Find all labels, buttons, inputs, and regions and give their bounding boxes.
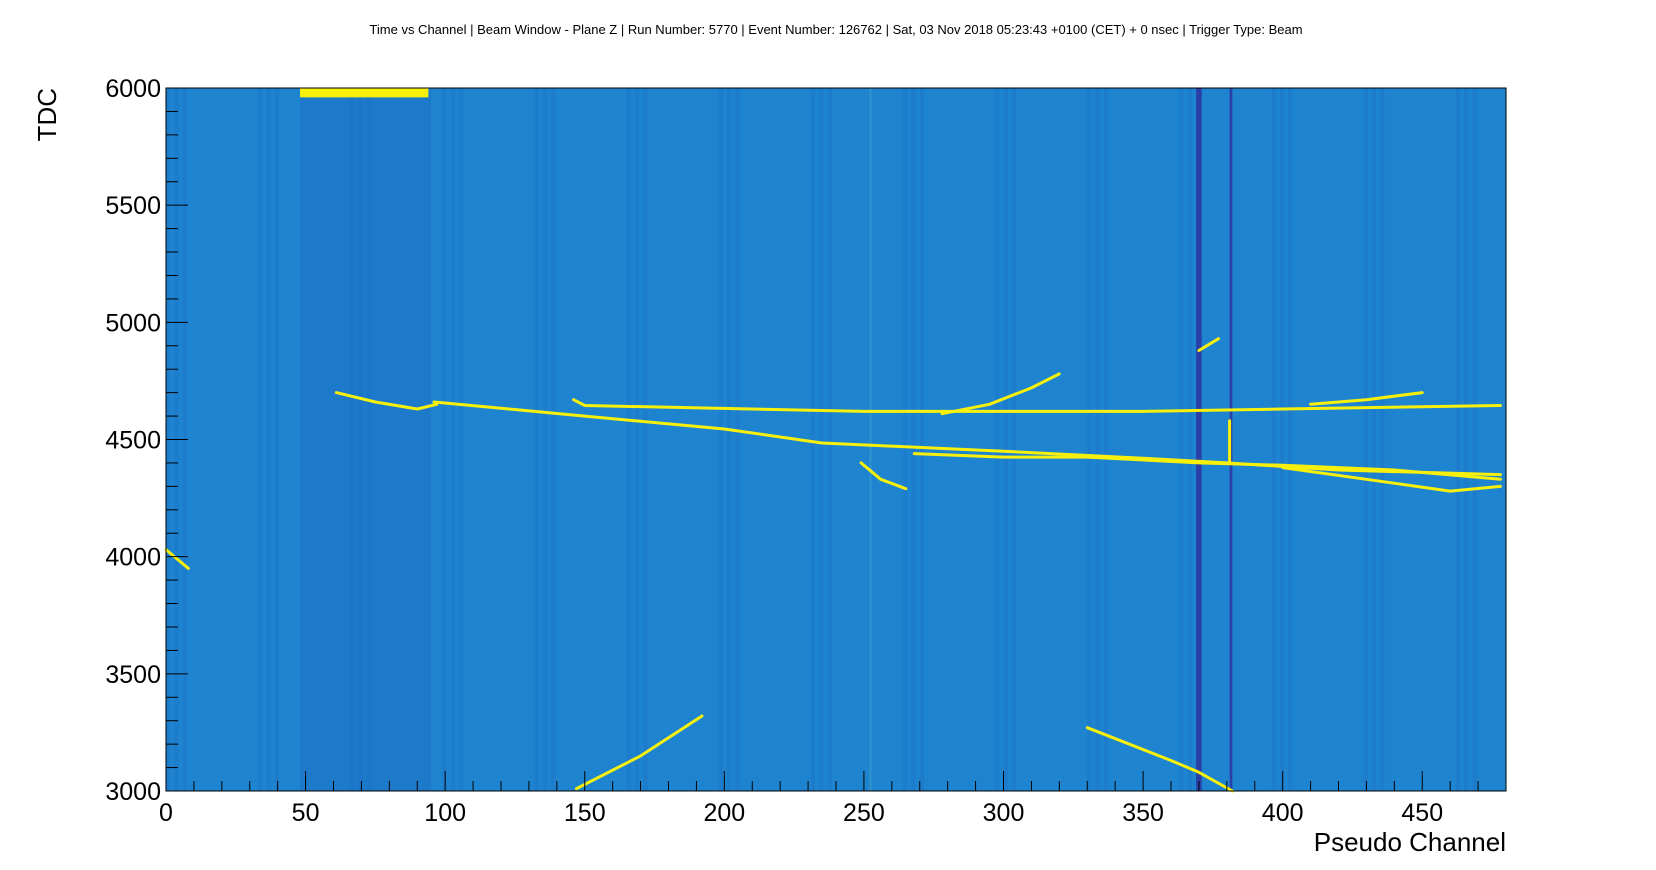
track [912,452,1502,481]
x-tick-label: 350 [1122,799,1164,827]
noise-stripe [1011,88,1017,791]
noise-stripe [903,88,908,791]
noise-stripe [1455,88,1460,791]
track [940,372,1061,416]
noise-stripe [358,88,363,791]
noise-stripe [827,88,832,791]
noise-stripe [727,88,732,791]
y-axis: 3000 3500 4000 4500 5000 5500 6000 [105,75,188,806]
x-tick-label: 400 [1262,799,1304,827]
noise-stripe [442,88,447,791]
noise-stripe [911,88,916,791]
x-tick-label: 250 [843,799,885,827]
track [1197,337,1220,352]
noise-stripe [735,88,740,791]
noise-stripe [1271,88,1276,791]
noise-stripe [459,88,464,791]
noise-stripe [551,88,556,791]
y-tick-label: 6000 [105,75,161,103]
noise-stripe [1472,88,1477,791]
noise-stripe [1279,88,1285,791]
faint-channel [869,88,872,791]
x-tick-label: 150 [564,799,606,827]
track [1309,391,1424,406]
noise-stripe [1187,88,1192,791]
noise-stripe [350,88,355,791]
noise-stripe [810,88,816,791]
x-tick-label: 200 [703,799,745,827]
track [1085,726,1234,793]
track [572,398,1502,413]
noise-stripe [274,88,280,791]
noise-stripe [1288,88,1293,791]
chart-title: Time vs Channel | Beam Window - Plane Z … [369,22,1302,37]
noise-stripe [1363,88,1368,791]
x-axis-title: Pseudo Channel [1314,827,1506,857]
noise-stripe [367,88,372,791]
x-tick-label: 0 [159,799,173,827]
track [432,400,1502,477]
x-tick-label: 300 [983,799,1025,827]
noise-stripe [1095,88,1100,791]
x-axis: 0 50 100 150 200 250 300 350 400 450 [159,771,1507,827]
noise-stripe [1464,88,1469,791]
noise-stripe [534,88,539,791]
y-tick-label: 4500 [105,427,161,455]
noisy-band [300,88,432,791]
noise-stripe [643,88,648,791]
noise-stripe [919,88,924,791]
y-tick-label: 3000 [105,778,161,806]
noise-stripe [450,88,455,791]
noise-stripe [1179,88,1184,791]
plot-background [166,88,1506,791]
noise-stripe [258,88,263,791]
track [574,714,704,791]
noise-stripe [1003,88,1008,791]
noise-stripe [635,88,640,791]
y-tick-label: 3500 [105,661,161,689]
noise-stripe [1104,88,1109,791]
y-tick-label: 4000 [105,544,161,572]
dead-channel [1196,88,1202,791]
x-tick-label: 50 [292,799,320,827]
noise-stripe [266,88,271,791]
x-tick-label: 100 [424,799,466,827]
track [164,548,190,570]
x-tick-label: 450 [1401,799,1443,827]
noise-stripe [626,88,631,791]
noise-stripe [1380,88,1385,791]
noise-stripe [819,88,824,791]
y-tick-label: 5500 [105,192,161,220]
noise-stripe [718,88,723,791]
noise-stripe [1372,88,1377,791]
noise-stripe [542,88,548,791]
noise-stripe [995,88,1000,791]
track [859,461,908,491]
track [1281,466,1502,493]
y-tick-label: 5000 [105,309,161,337]
noise-stripe [1087,88,1092,791]
hit-blob [300,88,429,98]
y-axis-title: TDC [32,88,62,141]
track [334,391,439,411]
plot-area [164,87,1507,793]
